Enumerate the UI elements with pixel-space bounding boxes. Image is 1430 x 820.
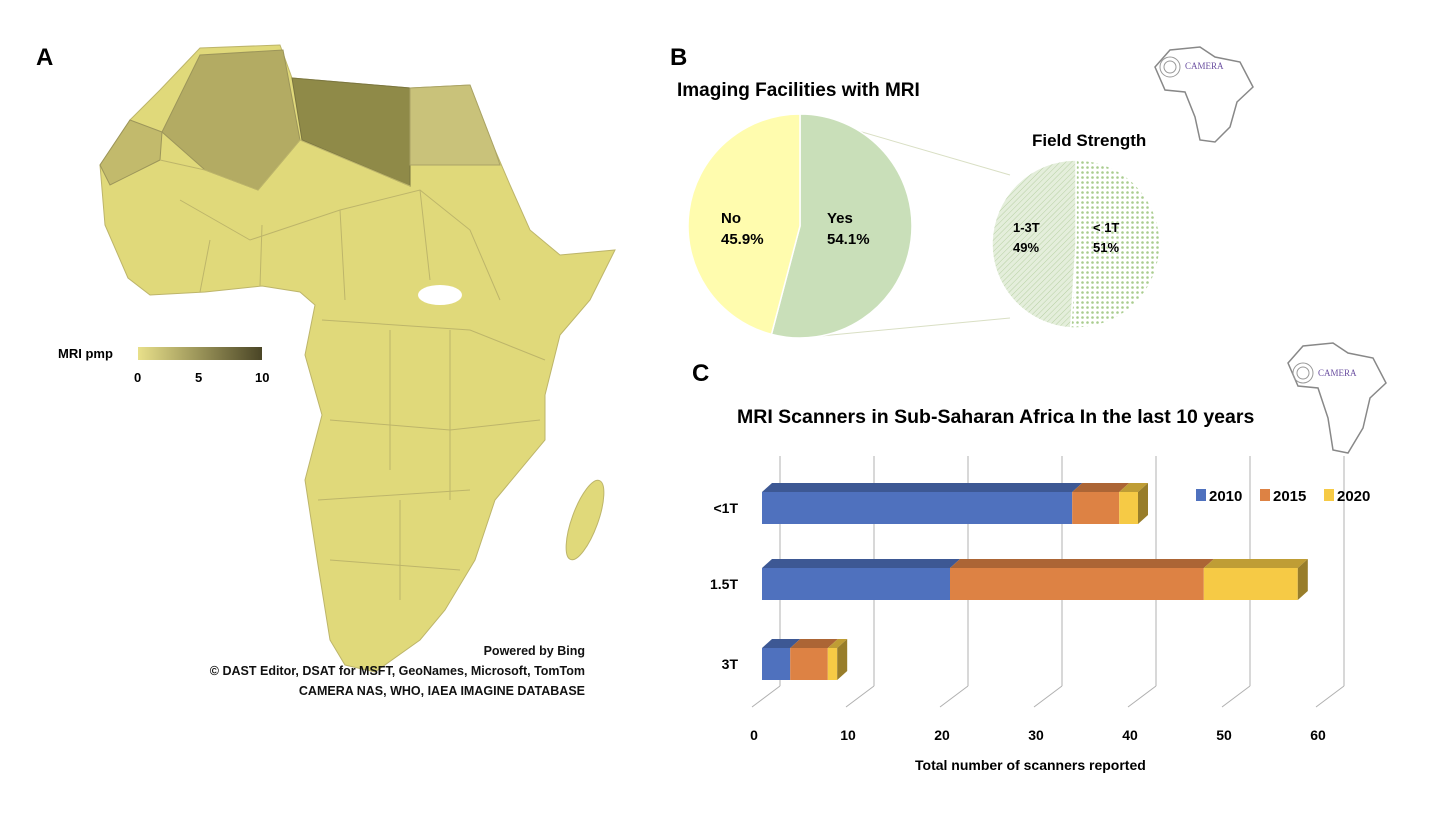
madagascar xyxy=(565,479,605,561)
bar-segment-2010 xyxy=(762,648,791,680)
gridline-floor xyxy=(845,685,875,708)
logo-name: CAMERA xyxy=(1318,368,1357,378)
x-tick-label: 60 xyxy=(1310,727,1326,743)
map-legend-colorbar xyxy=(138,347,262,360)
bar-top xyxy=(1203,559,1308,568)
africa-map xyxy=(99,44,616,673)
map-legend-tick: 0 xyxy=(134,370,142,385)
region-egypt xyxy=(409,84,501,166)
pie-slice xyxy=(991,159,1077,329)
legend-swatch xyxy=(1324,489,1334,501)
bar-top xyxy=(790,639,838,648)
slice-value: 51% xyxy=(1093,240,1120,255)
bar-segment-2015 xyxy=(1072,492,1120,524)
pie-label-no: No 45.9% xyxy=(721,208,764,250)
slice-value: 45.9% xyxy=(721,231,764,248)
lake-region xyxy=(418,285,462,305)
region-morocco xyxy=(99,119,163,186)
pie-slice xyxy=(687,113,801,336)
gridline-floor xyxy=(1315,685,1345,708)
panel-label-b: B xyxy=(670,44,688,71)
gridline-floor xyxy=(751,685,781,708)
pie-label-1-3t: 1-3T 49% xyxy=(1013,218,1040,258)
gridline-floor xyxy=(1033,685,1063,708)
slice-label: Yes xyxy=(827,210,853,227)
slice-value: 49% xyxy=(1013,240,1040,255)
bar-side xyxy=(1297,559,1308,600)
legend-swatch xyxy=(1196,489,1206,501)
bar-top xyxy=(950,559,1214,568)
y-tick-label: 3T xyxy=(722,656,739,672)
bar-chart-title: MRI Scanners in Sub-Saharan Africa In th… xyxy=(737,406,1255,428)
logo-name: CAMERA xyxy=(1185,61,1224,71)
bar-segment-2020 xyxy=(1203,568,1298,600)
gridline-floor xyxy=(1127,685,1157,708)
camera-logo: CAMERA xyxy=(1287,342,1387,454)
bar-top xyxy=(762,483,1083,492)
legend-swatch xyxy=(1260,489,1270,501)
pie-slice xyxy=(770,113,913,339)
x-tick-label: 30 xyxy=(1028,727,1044,743)
pie-title: Imaging Facilities with MRI xyxy=(677,80,920,101)
pie-label-lt-1t: < 1T 51% xyxy=(1093,218,1119,258)
bar-segment-2015 xyxy=(790,648,828,680)
credit-line: © DAST Editor, DSAT for MSFT, GeoNames, … xyxy=(209,664,585,678)
map-legend-tick: 5 xyxy=(195,370,203,385)
legend-label: 2010 xyxy=(1209,488,1242,505)
field-strength-title: Field Strength xyxy=(1032,131,1147,150)
y-tick-label: <1T xyxy=(713,500,738,516)
bar-side xyxy=(837,639,848,680)
bar-top xyxy=(1072,483,1130,492)
map-legend-title: MRI pmp xyxy=(58,346,113,361)
bar-side xyxy=(1138,483,1148,524)
slice-label: 1-3T xyxy=(1013,220,1040,235)
country-borders xyxy=(159,139,546,600)
x-tick-label: 40 xyxy=(1122,727,1138,743)
bar-top xyxy=(1119,483,1148,492)
gridline-floor xyxy=(1221,685,1251,708)
bar-top xyxy=(827,639,848,648)
pie-slice xyxy=(1069,159,1161,329)
bar-segment-2020 xyxy=(1119,492,1138,524)
bar-segment-2020 xyxy=(827,648,838,680)
panel-label-a: A xyxy=(36,44,54,71)
connector-line xyxy=(799,317,1011,339)
slice-value: 54.1% xyxy=(827,231,870,248)
legend-label: 2020 xyxy=(1337,488,1370,505)
bar-segment-2015 xyxy=(950,568,1204,600)
pie-label-yes: Yes 54.1% xyxy=(827,208,870,250)
x-tick-label: 10 xyxy=(840,727,856,743)
bar-top xyxy=(762,639,801,648)
x-tick-label: 0 xyxy=(750,727,758,743)
bar-top xyxy=(762,559,960,568)
camera-logo: CAMERA xyxy=(1154,46,1254,143)
legend-label: 2015 xyxy=(1273,488,1306,505)
slice-label: < 1T xyxy=(1093,220,1120,235)
map-legend-tick: 10 xyxy=(255,370,270,385)
y-tick-label: 1.5T xyxy=(710,576,738,592)
gridline-floor xyxy=(939,685,969,708)
credit-line: CAMERA NAS, WHO, IAEA IMAGINE DATABASE xyxy=(298,684,585,698)
x-tick-label: 20 xyxy=(934,727,950,743)
slice-label: No xyxy=(721,210,741,227)
panel-label-c: C xyxy=(692,360,710,387)
map-credits: Powered by Bing © DAST Editor, DSAT for … xyxy=(210,641,585,701)
bar-segment-2010 xyxy=(762,568,950,600)
bar-segment-2010 xyxy=(762,492,1073,524)
x-tick-label: 50 xyxy=(1216,727,1232,743)
credit-line: Powered by Bing xyxy=(483,644,585,658)
x-axis-label: Total number of scanners reported xyxy=(915,757,1146,773)
